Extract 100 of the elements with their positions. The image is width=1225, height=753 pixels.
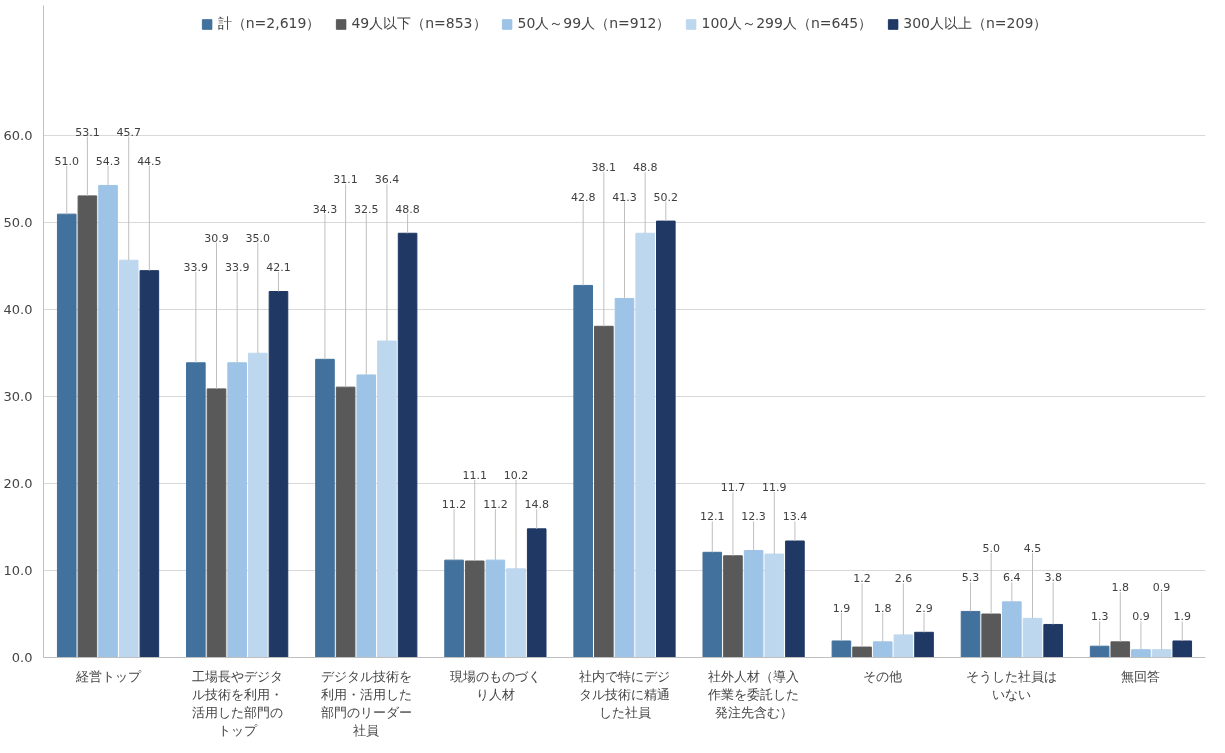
bar <box>206 388 227 658</box>
bar <box>1172 640 1193 658</box>
data-label: 1.9 <box>832 601 851 615</box>
bar <box>872 641 893 658</box>
data-label: 1.2 <box>853 572 871 586</box>
bar <box>227 362 247 658</box>
x-tick-label: 社内で特にデジタル技術に精通した社員 <box>579 668 670 720</box>
data-label: 11.2 <box>483 498 508 512</box>
data-label: 11.2 <box>441 498 467 512</box>
bar <box>98 184 118 658</box>
data-label: 2.6 <box>894 572 913 586</box>
bar <box>506 568 526 658</box>
data-label: 1.8 <box>873 601 892 615</box>
data-label: 44.5 <box>137 154 162 168</box>
bar <box>118 259 139 658</box>
bar <box>335 386 356 658</box>
data-label: 31.1 <box>333 173 358 187</box>
bar <box>444 559 464 658</box>
bar <box>1002 601 1022 658</box>
data-label: 1.9 <box>1173 610 1192 624</box>
bar <box>656 220 676 658</box>
bar <box>186 362 206 658</box>
x-tick-label: そうした社員はいない <box>966 668 1058 702</box>
y-tick-label: 50.0 <box>3 215 33 231</box>
data-label: 35.0 <box>245 231 271 245</box>
bar <box>315 358 335 658</box>
bar <box>831 640 852 658</box>
data-label: 30.9 <box>204 231 229 245</box>
y-tick-label: 60.0 <box>3 128 33 144</box>
bar <box>764 553 785 658</box>
data-label: 2.9 <box>915 601 933 615</box>
bar <box>248 352 268 658</box>
data-label: 42.1 <box>266 260 291 274</box>
x-tick-label: 工場長やデジタル技術を利用・活用した部門のトップ <box>191 668 283 738</box>
x-tick-label: その他 <box>863 668 903 684</box>
data-label: 34.3 <box>312 202 338 216</box>
bar <box>1043 623 1063 658</box>
data-label: 1.8 <box>1111 581 1130 595</box>
legend-label: 計（n=2,619） <box>217 15 321 33</box>
data-label: 14.8 <box>524 498 549 512</box>
bar <box>743 550 764 658</box>
bar <box>1110 641 1131 658</box>
bar <box>594 325 614 658</box>
bar <box>485 559 506 658</box>
bar <box>914 631 934 658</box>
data-label: 5.3 <box>961 571 980 585</box>
data-label: 42.8 <box>570 190 596 204</box>
bar <box>702 551 723 658</box>
data-label: 41.3 <box>612 190 637 204</box>
data-label: 12.1 <box>700 510 725 524</box>
bar <box>56 213 77 658</box>
data-label: 33.9 <box>224 260 250 274</box>
data-label: 45.7 <box>116 125 141 139</box>
bar <box>981 613 1001 658</box>
bar <box>785 540 805 658</box>
data-label: 3.8 <box>1044 571 1062 585</box>
y-tick-label: 10.0 <box>3 563 33 579</box>
x-tick-label: 現場のものづくり人材 <box>449 668 541 702</box>
data-label: 33.9 <box>183 260 209 274</box>
bar <box>893 634 914 658</box>
data-label: 11.9 <box>762 481 787 495</box>
bar <box>526 528 547 658</box>
legend-label: 50人～99人（n=912） <box>517 15 671 33</box>
bar <box>77 195 98 658</box>
data-label: 48.8 <box>632 161 658 175</box>
bar <box>356 374 377 658</box>
y-tick-label: 30.0 <box>3 389 33 405</box>
y-tick-label: 40.0 <box>3 302 33 318</box>
data-label: 0.9 <box>1152 581 1171 595</box>
data-label: 36.4 <box>374 173 400 187</box>
data-label: 51.0 <box>54 154 79 168</box>
legend-label: 300人以上（n=209） <box>903 15 1048 33</box>
bar <box>1131 649 1151 658</box>
data-label: 11.7 <box>720 481 746 495</box>
data-label: 50.2 <box>653 190 679 204</box>
data-label: 53.1 <box>75 125 100 139</box>
data-label: 32.5 <box>354 202 379 216</box>
y-tick-label: 0.0 <box>11 650 33 665</box>
legend-label: 100人～299人（n=645） <box>701 15 873 33</box>
legend-label: 49人以下（n=853） <box>351 15 487 33</box>
bar <box>268 291 289 658</box>
bar <box>1151 649 1172 658</box>
data-label: 1.3 <box>1090 610 1109 624</box>
x-tick-label: 経営トップ <box>74 668 142 684</box>
data-label: 13.4 <box>782 510 808 524</box>
bar <box>1089 645 1110 658</box>
bar <box>635 232 655 658</box>
data-label: 38.1 <box>591 161 617 175</box>
bar <box>573 284 593 658</box>
data-label: 0.9 <box>1132 610 1150 624</box>
data-label: 4.5 <box>1023 541 1042 555</box>
bar <box>139 270 160 658</box>
bar <box>614 297 635 658</box>
bar <box>377 340 397 658</box>
data-label: 54.3 <box>95 154 121 168</box>
data-label: 12.3 <box>741 510 766 524</box>
x-tick-label: 社外人材（導入作業を委託した発注先含む） <box>707 668 800 720</box>
bar <box>960 610 981 658</box>
bar <box>723 555 743 658</box>
bar <box>1022 617 1043 658</box>
